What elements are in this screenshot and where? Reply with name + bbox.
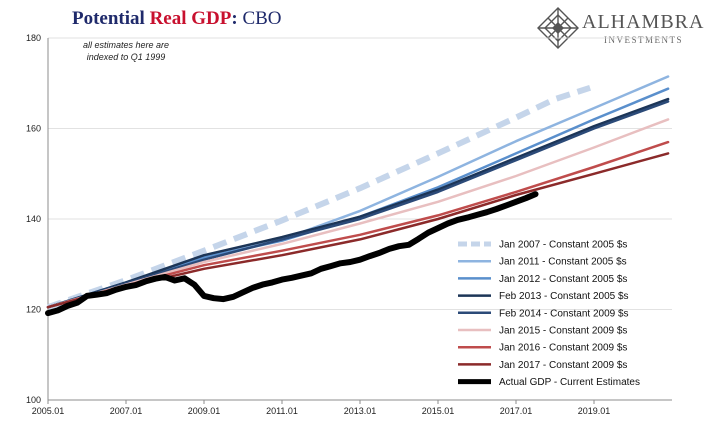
logo-name: ALHAMBRA — [582, 11, 705, 33]
series — [45, 75, 670, 317]
annotation-line-1: all estimates here are — [83, 40, 169, 50]
legend-label-0: Jan 2007 - Constant 2005 $s — [499, 240, 627, 251]
legend-label-8: Actual GDP - Current Estimates — [499, 377, 640, 388]
legend-label-2: Jan 2012 - Constant 2005 $s — [499, 274, 627, 285]
title-part-cbo: CBO — [237, 8, 282, 29]
annotation: all estimates here are indexed to Q1 199… — [83, 40, 169, 62]
diamond-lattice-icon — [537, 7, 579, 49]
x-tick-label: 2011.01 — [266, 406, 298, 416]
logo-subtitle: INVESTMENTS — [604, 35, 683, 45]
legend-label-4: Feb 2014 - Constant 2009 $s — [499, 308, 629, 319]
title-part-real-gdp: Real GDP — [149, 8, 232, 29]
y-tick-label: 140 — [26, 214, 41, 224]
x-tick-label: 2013.01 — [344, 406, 377, 416]
y-tick-label: 160 — [26, 124, 41, 134]
x-tick-label: 2005.01 — [32, 406, 65, 416]
alhambra-logo: ALHAMBRA INVESTMENTS — [536, 6, 705, 50]
legend-label-6: Jan 2016 - Constant 2009 $s — [499, 343, 627, 354]
legend-label-3: Feb 2013 - Constant 2005 $s — [499, 291, 629, 302]
series-line-8 — [45, 191, 539, 317]
x-tick-label: 2009.01 — [188, 406, 221, 416]
legend-label-7: Jan 2017 - Constant 2009 $s — [499, 360, 627, 371]
title-part-potential: Potential — [72, 8, 150, 29]
series-line-3 — [46, 97, 670, 309]
series-line-4 — [46, 100, 670, 309]
chart-title: Potential Real GDP: CBO — [72, 8, 282, 30]
x-tick-label: 2015.01 — [422, 406, 455, 416]
title-part-colon: : — [231, 8, 238, 29]
legend-label-5: Jan 2015 - Constant 2009 $s — [499, 326, 627, 337]
y-tick-label: 100 — [26, 395, 41, 405]
legend: Jan 2007 - Constant 2005 $s Jan 2011 - Co… — [458, 240, 640, 388]
y-tick-label: 120 — [26, 305, 41, 315]
axes: 100 120 140 160 180 2005.01 2007.01 2009.01 2011… — [26, 33, 672, 416]
x-tick-label: 2019.01 — [578, 406, 611, 416]
legend-label-1: Jan 2011 - Constant 2005 $s — [499, 257, 627, 268]
series-line-0 — [47, 84, 592, 311]
annotation-line-2: indexed to Q1 1999 — [87, 52, 166, 62]
x-tick-label: 2007.01 — [110, 406, 143, 416]
y-tick-label: 180 — [26, 33, 41, 43]
x-tick-label: 2017.01 — [500, 406, 533, 416]
